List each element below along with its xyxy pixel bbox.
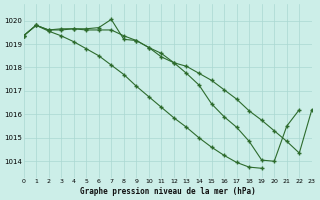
X-axis label: Graphe pression niveau de la mer (hPa): Graphe pression niveau de la mer (hPa): [80, 187, 256, 196]
